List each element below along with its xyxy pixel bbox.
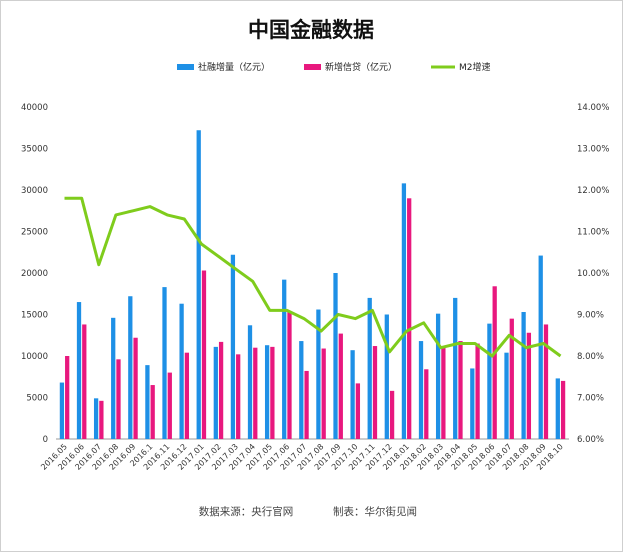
y-right-tick-label: 7.00%: [577, 394, 604, 404]
bar-social-financing: [504, 352, 509, 439]
bar-new-loans: [184, 352, 190, 439]
legend-swatch-bar: [177, 64, 194, 70]
bar-social-financing: [264, 345, 270, 439]
bar-new-loans: [441, 346, 446, 439]
bar-social-financing: [76, 302, 82, 439]
bar-new-loans: [253, 347, 258, 439]
legend-label: 社融增量（亿元）: [198, 61, 270, 73]
bar-social-financing: [418, 341, 424, 439]
y-left-tick-label: 30000: [21, 186, 48, 196]
axes: 0 5000 10000 15000 20000 25000 30000 35000 40000…: [21, 103, 609, 445]
bar-new-loans: [99, 400, 104, 439]
bar-new-loans: [407, 198, 412, 439]
y-right-tick-label: 10.00%: [577, 269, 609, 279]
y-right-tick-label: 9.00%: [577, 311, 604, 321]
bar-new-loans: [65, 356, 70, 439]
bar-social-financing: [521, 312, 526, 439]
bar-social-financing: [333, 273, 338, 439]
bar-new-loans: [492, 286, 497, 439]
bar-new-loans: [150, 385, 155, 439]
bar-social-financing: [435, 313, 441, 439]
bar-social-financing: [179, 303, 184, 439]
bar-social-financing: [282, 279, 287, 439]
bar-social-financing: [487, 323, 492, 439]
bar-new-loans: [560, 380, 566, 439]
bar-social-financing: [401, 183, 407, 439]
bar-social-financing: [213, 346, 218, 439]
y-left-tick-label: 0: [43, 435, 48, 445]
footer-source: 数据来源：央行官网: [199, 505, 294, 518]
bar-social-financing: [350, 350, 355, 439]
footer-maker: 制表：华尔街见闻: [333, 505, 417, 518]
bar-new-loans: [218, 341, 224, 439]
y-right-tick-label: 13.00%: [577, 145, 609, 155]
y-left-tick-label: 20000: [21, 269, 48, 279]
bar-new-loans: [543, 324, 549, 439]
bar-new-loans: [458, 341, 463, 439]
x-axis-labels: 2016.052016.062016.072016.082016.092016.…: [39, 442, 565, 472]
legend: 社融增量（亿元） 新增信贷（亿元） M2增速: [177, 61, 491, 73]
bar-social-financing: [367, 297, 372, 439]
bar-social-financing: [384, 314, 389, 439]
y-right-tick-label: 8.00%: [577, 352, 604, 362]
bar-new-loans: [389, 390, 395, 439]
bar-social-financing: [247, 325, 253, 439]
y-right-tick-label: 6.00%: [577, 435, 604, 445]
bar-social-financing: [93, 398, 99, 439]
y-left-tick-label: 5000: [26, 394, 48, 404]
bar-new-loans: [355, 383, 361, 439]
bar-social-financing: [196, 130, 201, 440]
bar-new-loans: [201, 270, 207, 439]
legend-label: M2增速: [459, 61, 491, 73]
legend-swatch-line: [431, 65, 455, 69]
bar-new-loans: [304, 370, 309, 439]
legend-swatch-bar: [304, 64, 321, 70]
bar-social-financing: [162, 287, 167, 439]
bar-social-financing: [111, 317, 116, 439]
bar-new-loans: [270, 346, 275, 439]
bar-new-loans: [526, 332, 532, 439]
bar-social-financing: [538, 255, 543, 439]
bar-social-financing: [470, 368, 475, 439]
bar-social-financing: [316, 309, 321, 439]
bar-new-loans: [133, 337, 138, 439]
y-left-tick-label: 15000: [21, 311, 48, 321]
y-left-tick-label: 35000: [21, 145, 48, 155]
y-right-tick-label: 14.00%: [577, 103, 609, 113]
bar-new-loans: [475, 343, 480, 439]
y-right-tick-label: 11.00%: [577, 228, 609, 238]
bar-social-financing: [128, 296, 133, 439]
chart-title: 中国金融数据: [248, 18, 374, 42]
bar-social-financing: [230, 254, 236, 439]
bar-new-loans: [82, 324, 87, 439]
bar-new-loans: [338, 333, 343, 439]
bar-new-loans: [509, 318, 514, 439]
bar-new-loans: [236, 354, 241, 439]
y-right-tick-label: 12.00%: [577, 186, 609, 196]
bar-social-financing: [555, 378, 560, 439]
bar-social-financing: [145, 365, 150, 439]
y-left-tick-label: 10000: [21, 352, 48, 362]
bar-new-loans: [321, 348, 326, 439]
bar-social-financing: [59, 382, 65, 439]
bar-new-loans: [167, 372, 172, 439]
y-left-tick-label: 40000: [21, 103, 48, 113]
bars: [59, 130, 566, 440]
legend-label: 新增信贷（亿元）: [325, 61, 397, 73]
bar-social-financing: [299, 341, 304, 439]
bar-social-financing: [453, 297, 458, 439]
m2-line: [64, 196, 562, 358]
line-m2-growth: [64, 196, 562, 358]
bar-new-loans: [287, 311, 292, 439]
y-left-tick-label: 25000: [21, 228, 48, 238]
bar-new-loans: [372, 346, 378, 439]
bar-new-loans: [116, 359, 121, 439]
bar-new-loans: [424, 369, 429, 439]
